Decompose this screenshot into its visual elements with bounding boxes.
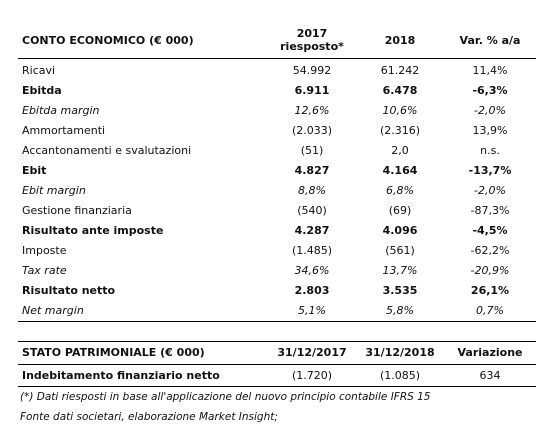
value-cell: 13,7% xyxy=(382,264,418,277)
value-cell: -4,5% xyxy=(472,224,508,237)
value-cell: 61.242 xyxy=(380,64,420,77)
row-label: Risultato ante imposte xyxy=(22,224,164,237)
row-label: Tax rate xyxy=(22,264,67,277)
header-cell: Var. % a/a xyxy=(459,34,521,47)
value-cell: -13,7% xyxy=(468,164,512,177)
value-cell: 8,8% xyxy=(298,184,326,197)
rule xyxy=(18,364,536,365)
value-cell: 26,1% xyxy=(470,284,510,297)
row-label: Ammortamenti xyxy=(22,124,106,137)
row-label: Ebit margin xyxy=(22,184,86,197)
value-cell: (1.085) xyxy=(379,369,421,382)
value-cell: -6,3% xyxy=(472,84,508,97)
header-cell: STATO PATRIMONIALE (€ 000) xyxy=(22,346,205,359)
row-label: Ebitda margin xyxy=(22,104,100,117)
rule xyxy=(18,386,536,387)
footnote: (*) Dati riesposti in base all'applicazi… xyxy=(20,391,431,403)
value-cell: 2.803 xyxy=(294,284,330,297)
row-label: Imposte xyxy=(22,244,67,257)
value-cell: (540) xyxy=(297,204,327,217)
row-label: Net margin xyxy=(22,304,84,317)
value-cell: 6.911 xyxy=(294,84,330,97)
value-cell: (69) xyxy=(388,204,412,217)
row-label: Ebit xyxy=(22,164,47,177)
value-cell: (561) xyxy=(385,244,415,257)
header-cell: 31/12/2017 xyxy=(277,346,347,359)
header-cell: Variazione xyxy=(457,346,523,359)
value-cell: -2,0% xyxy=(474,184,506,197)
row-label: Accantonamenti e svalutazioni xyxy=(22,144,192,157)
value-cell: -2,0% xyxy=(474,104,506,117)
value-cell: 6,8% xyxy=(386,184,414,197)
value-cell: 5,1% xyxy=(298,304,326,317)
row-label: Ricavi xyxy=(22,64,56,77)
rule xyxy=(18,321,536,322)
value-cell: -20,9% xyxy=(470,264,510,277)
value-cell: -62,2% xyxy=(470,244,510,257)
value-cell: 4.827 xyxy=(294,164,330,177)
rule xyxy=(18,341,536,342)
footnote: Fonte dati societari, elaborazione Marke… xyxy=(20,411,278,423)
value-cell: 4.287 xyxy=(294,224,330,237)
header-cell: 31/12/2018 xyxy=(365,346,435,359)
value-cell: 34,6% xyxy=(294,264,330,277)
value-cell: 2,0 xyxy=(391,144,409,157)
header-cell: 2018 xyxy=(384,34,416,47)
header-cell: 2017 riesposto* xyxy=(280,27,344,53)
row-label: Ebitda xyxy=(22,84,62,97)
value-cell: 10,6% xyxy=(382,104,418,117)
value-cell: (1.720) xyxy=(291,369,333,382)
value-cell: 4.096 xyxy=(382,224,418,237)
header-cell: CONTO ECONOMICO (€ 000) xyxy=(22,34,194,47)
value-cell: 3.535 xyxy=(382,284,418,297)
value-cell: (51) xyxy=(300,144,324,157)
value-cell: -87,3% xyxy=(470,204,510,217)
value-cell: 634 xyxy=(479,369,501,382)
row-label: Risultato netto xyxy=(22,284,116,297)
value-cell: 13,9% xyxy=(472,124,508,137)
value-cell: (2.316) xyxy=(379,124,421,137)
value-cell: 5,8% xyxy=(386,304,414,317)
value-cell: 6.478 xyxy=(382,84,418,97)
rule xyxy=(18,58,536,59)
value-cell: n.s. xyxy=(480,144,500,157)
value-cell: 12,6% xyxy=(294,104,330,117)
value-cell: 54.992 xyxy=(292,64,332,77)
value-cell: (1.485) xyxy=(291,244,333,257)
row-label: Gestione finanziaria xyxy=(22,204,132,217)
row-label: Indebitamento finanziario netto xyxy=(22,369,220,382)
value-cell: 11,4% xyxy=(472,64,508,77)
value-cell: (2.033) xyxy=(291,124,333,137)
value-cell: 4.164 xyxy=(382,164,418,177)
value-cell: 0,7% xyxy=(476,304,504,317)
